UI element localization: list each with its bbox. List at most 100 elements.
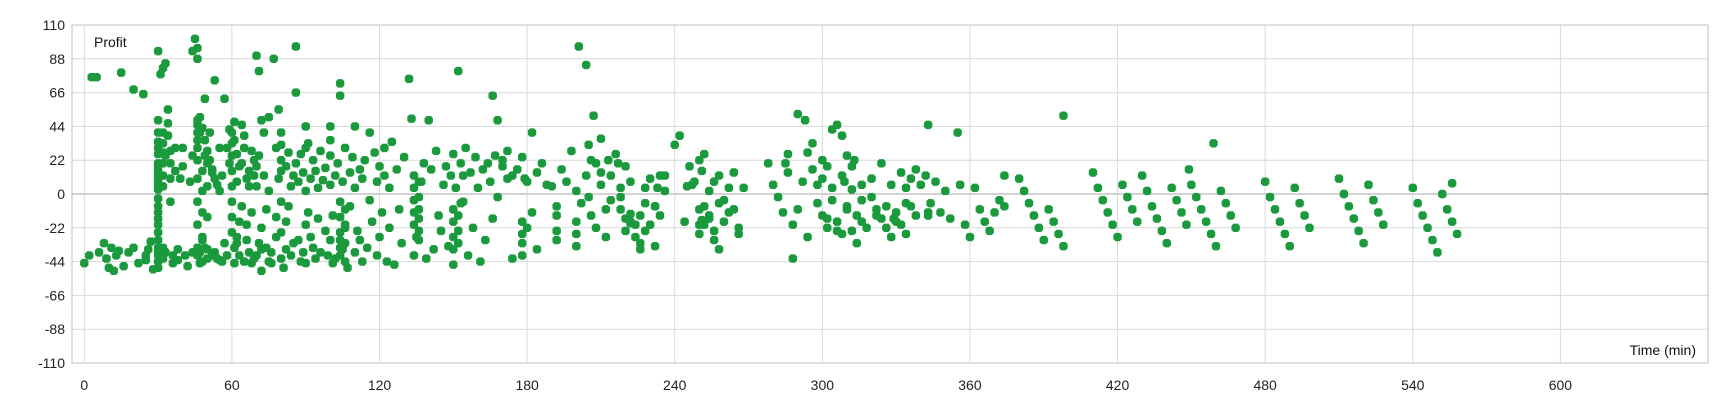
data-point	[414, 177, 424, 186]
data-point	[1285, 242, 1294, 251]
data-point	[827, 183, 837, 193]
data-point	[1300, 211, 1309, 220]
data-point	[645, 220, 655, 229]
data-point	[621, 226, 630, 236]
data-point	[906, 202, 916, 211]
data-point	[215, 143, 224, 153]
data-point	[1349, 214, 1358, 223]
data-point	[1408, 183, 1417, 193]
y-tick-label: 22	[49, 152, 65, 168]
data-point	[488, 214, 497, 223]
data-point	[114, 246, 123, 256]
data-point	[294, 235, 303, 245]
data-point	[1374, 208, 1383, 217]
data-point	[340, 257, 350, 266]
data-point	[153, 46, 163, 56]
data-point	[382, 257, 392, 266]
data-point	[414, 192, 424, 202]
data-point	[365, 128, 374, 137]
data-point	[429, 245, 438, 254]
data-point	[326, 122, 335, 131]
data-point	[1452, 229, 1462, 239]
data-point	[178, 143, 187, 153]
data-point	[596, 134, 606, 143]
data-point	[936, 208, 945, 217]
data-point	[788, 254, 798, 263]
data-point	[178, 162, 187, 171]
data-point	[1197, 205, 1206, 214]
data-point	[281, 245, 291, 254]
data-point	[348, 152, 357, 162]
data-point	[370, 148, 379, 157]
data-point	[247, 208, 256, 217]
data-point	[414, 214, 424, 223]
data-point	[193, 174, 202, 183]
data-point	[220, 94, 229, 103]
data-point	[274, 174, 283, 183]
plot-frame	[71, 24, 1709, 364]
data-point	[1059, 242, 1068, 251]
data-point	[153, 220, 163, 229]
data-point	[724, 183, 734, 193]
data-point	[631, 232, 640, 242]
data-point	[813, 180, 822, 189]
data-point	[262, 205, 271, 214]
data-point	[326, 180, 335, 189]
data-point	[1133, 217, 1142, 226]
data-point	[670, 140, 679, 150]
data-point	[276, 156, 286, 165]
data-point	[230, 258, 239, 268]
data-point	[552, 235, 561, 245]
data-point	[158, 139, 168, 148]
data-point	[1054, 229, 1063, 239]
data-point	[230, 136, 239, 145]
data-point	[616, 192, 625, 202]
data-point	[276, 128, 286, 137]
data-point	[397, 238, 406, 248]
data-point	[1280, 229, 1290, 239]
data-point	[700, 202, 709, 211]
data-point	[390, 260, 399, 269]
data-point	[493, 116, 502, 125]
data-point	[230, 117, 239, 126]
data-point	[783, 168, 793, 177]
data-point	[308, 156, 318, 165]
x-tick-label: 120	[368, 377, 392, 393]
data-point	[613, 159, 623, 168]
data-point	[235, 217, 244, 226]
data-point	[1059, 111, 1068, 120]
data-point	[259, 171, 269, 180]
data-point	[591, 223, 601, 232]
data-point	[193, 220, 202, 229]
data-point	[367, 217, 377, 226]
data-point	[180, 251, 190, 260]
data-point	[291, 159, 301, 168]
data-point	[279, 263, 288, 272]
data-point	[193, 43, 202, 53]
data-point	[217, 257, 227, 266]
data-point	[518, 238, 527, 248]
data-point	[340, 205, 350, 214]
data-point	[313, 183, 323, 193]
data-point	[422, 254, 431, 263]
data-point	[518, 229, 527, 239]
data-point	[117, 68, 126, 77]
data-point	[321, 226, 330, 236]
data-point	[1447, 217, 1457, 226]
data-point	[198, 232, 207, 242]
data-point	[333, 159, 342, 168]
data-point	[454, 211, 463, 220]
data-point	[872, 205, 881, 214]
data-point	[119, 262, 128, 271]
data-point	[166, 197, 175, 206]
data-point	[242, 174, 251, 183]
data-point	[281, 217, 291, 226]
data-point	[471, 152, 480, 162]
data-point	[823, 223, 832, 232]
data-point	[1128, 205, 1137, 214]
data-point	[363, 243, 372, 252]
data-point	[198, 166, 207, 176]
data-point	[1211, 242, 1221, 251]
data-point	[641, 199, 650, 208]
data-point	[941, 186, 950, 196]
